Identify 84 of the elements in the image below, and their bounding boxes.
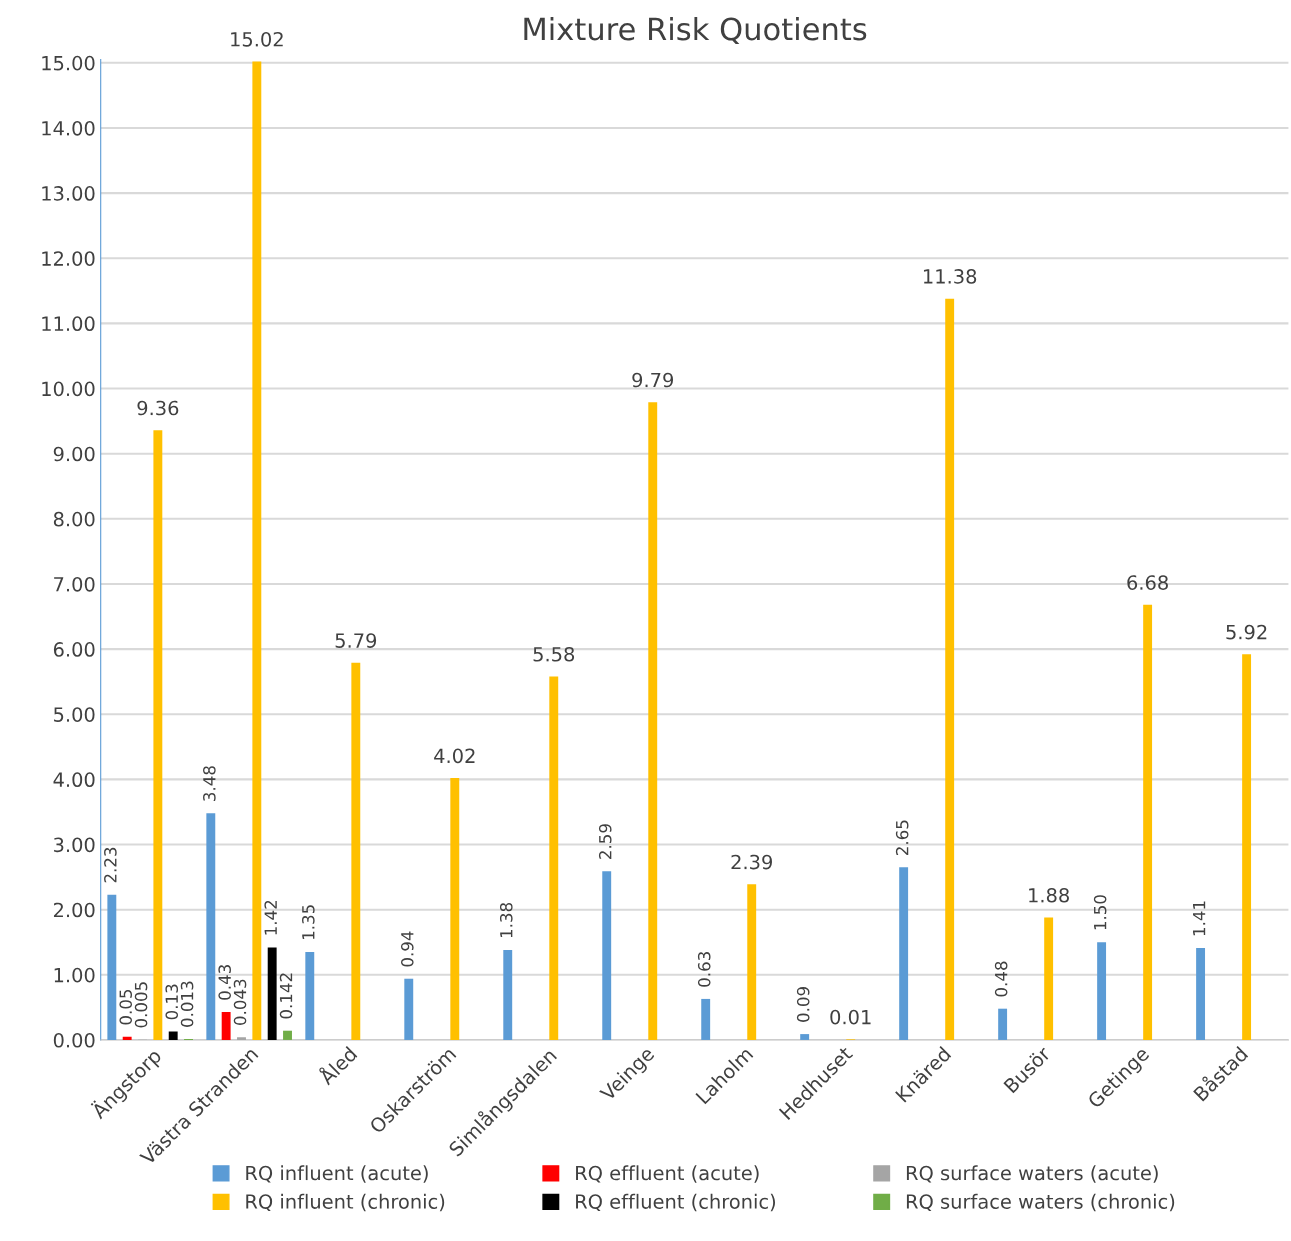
bar [701,998,711,1040]
data-label: 0.005 [134,982,148,1028]
y-tick-label: 10.00 [42,381,95,397]
bar [168,1031,178,1040]
bar [206,813,216,1040]
y-tick-label: 12.00 [42,251,95,266]
y-tick-label: 6.00 [53,642,95,657]
y-tick-label: 2.00 [53,902,95,918]
data-label: 0.05 [119,989,133,1025]
data-label: 0.63 [697,952,711,987]
data-label: 0.13 [165,984,179,1020]
data-label: 0.043 [233,979,247,1025]
chart-title: Mixture Risk Quotients [524,16,867,45]
data-label: 0.09 [796,987,810,1022]
y-tick-label: 4.00 [53,772,95,788]
bar [1242,654,1252,1040]
data-label: 9.36 [137,400,179,416]
bar [800,1034,810,1040]
data-label: 0.94 [400,931,414,967]
bar [221,1011,231,1040]
bar [1097,942,1107,1040]
y-tick-label: 1.00 [54,967,95,983]
data-label: 0.48 [994,961,1008,997]
bar [107,894,117,1040]
bar [351,662,361,1040]
y-tick-label: 5.00 [54,707,95,722]
bar [1143,604,1153,1040]
data-label: 0.142 [279,973,293,1019]
legend-label: RQ influent (acute) [246,1165,428,1183]
bar [998,1008,1008,1040]
data-label: 0.01 [830,1009,871,1025]
bar [404,978,414,1040]
data-label: 6.68 [1127,575,1168,590]
bar [252,61,262,1040]
data-label: 9.79 [632,372,674,388]
bar [450,778,460,1040]
data-label: 5.92 [1226,624,1267,640]
y-tick-label: 13.00 [42,186,95,201]
data-label: 1.35 [302,905,315,940]
y-tick-label: 0.00 [53,1032,95,1048]
data-label: 0.013 [180,981,194,1027]
data-label: 1.88 [1029,887,1069,903]
y-tick-label: 14.00 [42,120,95,136]
bar [503,950,513,1040]
bar [122,1036,132,1040]
y-tick-label: 7.00 [54,576,95,592]
data-label: 1.41 [1193,901,1206,936]
y-tick-label: 9.00 [53,446,95,462]
legend-label: RQ surface waters (chronic) [906,1193,1175,1212]
data-label: 1.42 [264,900,277,935]
y-tick-label: 3.00 [54,837,95,853]
data-label: 15.02 [231,31,283,47]
legend-label: RQ influent (chronic) [246,1193,445,1212]
bar [945,298,955,1040]
bar [153,430,163,1040]
bar [899,867,909,1040]
data-label: 1.50 [1093,895,1107,930]
data-label: 5.79 [335,633,377,648]
data-label: 11.38 [923,269,977,284]
data-label: 2.65 [895,820,909,855]
bar [237,1037,246,1040]
bar [1196,948,1206,1040]
legend-label: RQ effluent (chronic) [576,1193,776,1212]
data-label: 2.59 [598,824,612,859]
data-label: 1.38 [499,902,513,938]
bar [747,884,757,1040]
legend-label: RQ effluent (acute) [576,1165,759,1183]
data-label: 3.48 [203,766,216,801]
data-label: 0.43 [218,965,231,1000]
bar [305,952,315,1040]
bar [648,402,658,1040]
bar [283,1030,292,1040]
y-tick-label: 8.00 [53,511,95,527]
data-label: 4.02 [434,748,475,764]
legend-label: RQ surface waters (acute) [906,1165,1158,1183]
y-tick-label: 15.00 [42,55,95,71]
bar [267,947,277,1040]
bar [602,871,612,1040]
data-label: 2.39 [731,854,772,870]
data-label: 2.23 [104,847,117,883]
bar [1044,917,1054,1040]
bar [549,676,559,1040]
data-label: 5.58 [533,646,575,662]
y-tick-label: 11.00 [42,316,95,332]
